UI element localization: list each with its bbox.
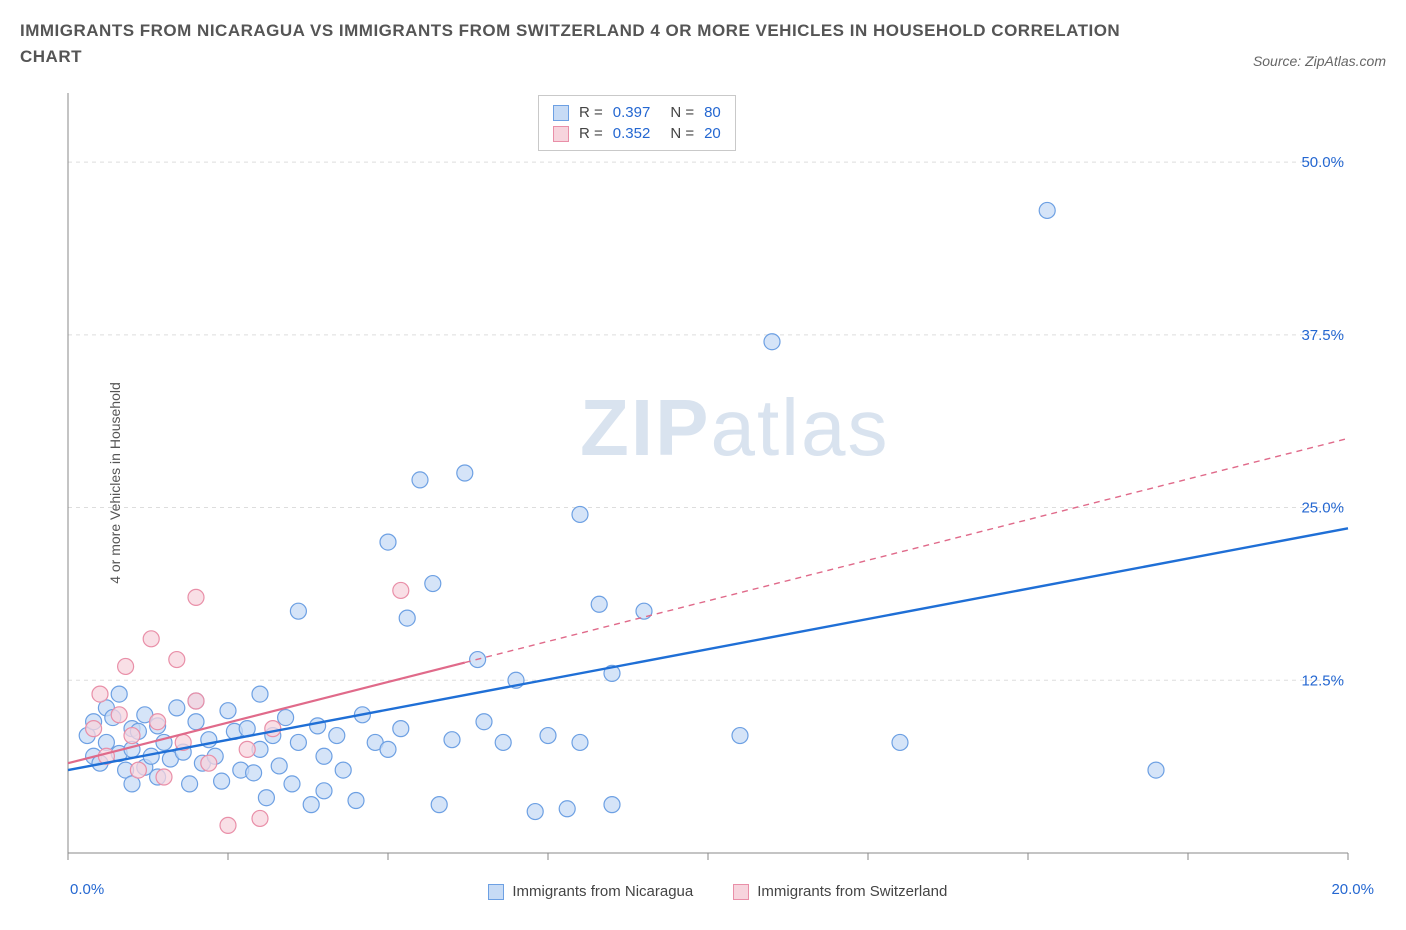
svg-text:12.5%: 12.5%: [1301, 672, 1344, 689]
y-axis-label: 4 or more Vehicles in Household: [107, 382, 123, 584]
stats-row: R = 0.397N = 80: [553, 102, 721, 123]
stats-legend: R = 0.397N = 80R = 0.352N = 20: [538, 95, 736, 151]
x-min-label: 0.0%: [70, 881, 104, 900]
chart-container: 4 or more Vehicles in Household 12.5% 25.…: [20, 83, 1386, 883]
stats-row: R = 0.352N = 20: [553, 123, 721, 144]
svg-text:25.0%: 25.0%: [1301, 500, 1344, 517]
scatter-chart: 12.5% 25.0% 37.5% 50.0%: [20, 83, 1360, 883]
x-max-label: 20.0%: [1331, 881, 1374, 900]
legend-bottom: Immigrants from Nicaragua Immigrants from…: [488, 883, 947, 900]
chart-title: IMMIGRANTS FROM NICARAGUA VS IMMIGRANTS …: [20, 18, 1170, 69]
svg-text:37.5%: 37.5%: [1301, 327, 1344, 344]
x-axis-labels: 0.0% Immigrants from NicaraguaImmigrants…: [20, 881, 1386, 900]
source-label: Source: ZipAtlas.com: [1253, 53, 1386, 69]
legend-item: Immigrants from Switzerland: [733, 883, 947, 900]
svg-text:50.0%: 50.0%: [1301, 154, 1344, 171]
legend-item: Immigrants from Nicaragua: [488, 883, 693, 900]
